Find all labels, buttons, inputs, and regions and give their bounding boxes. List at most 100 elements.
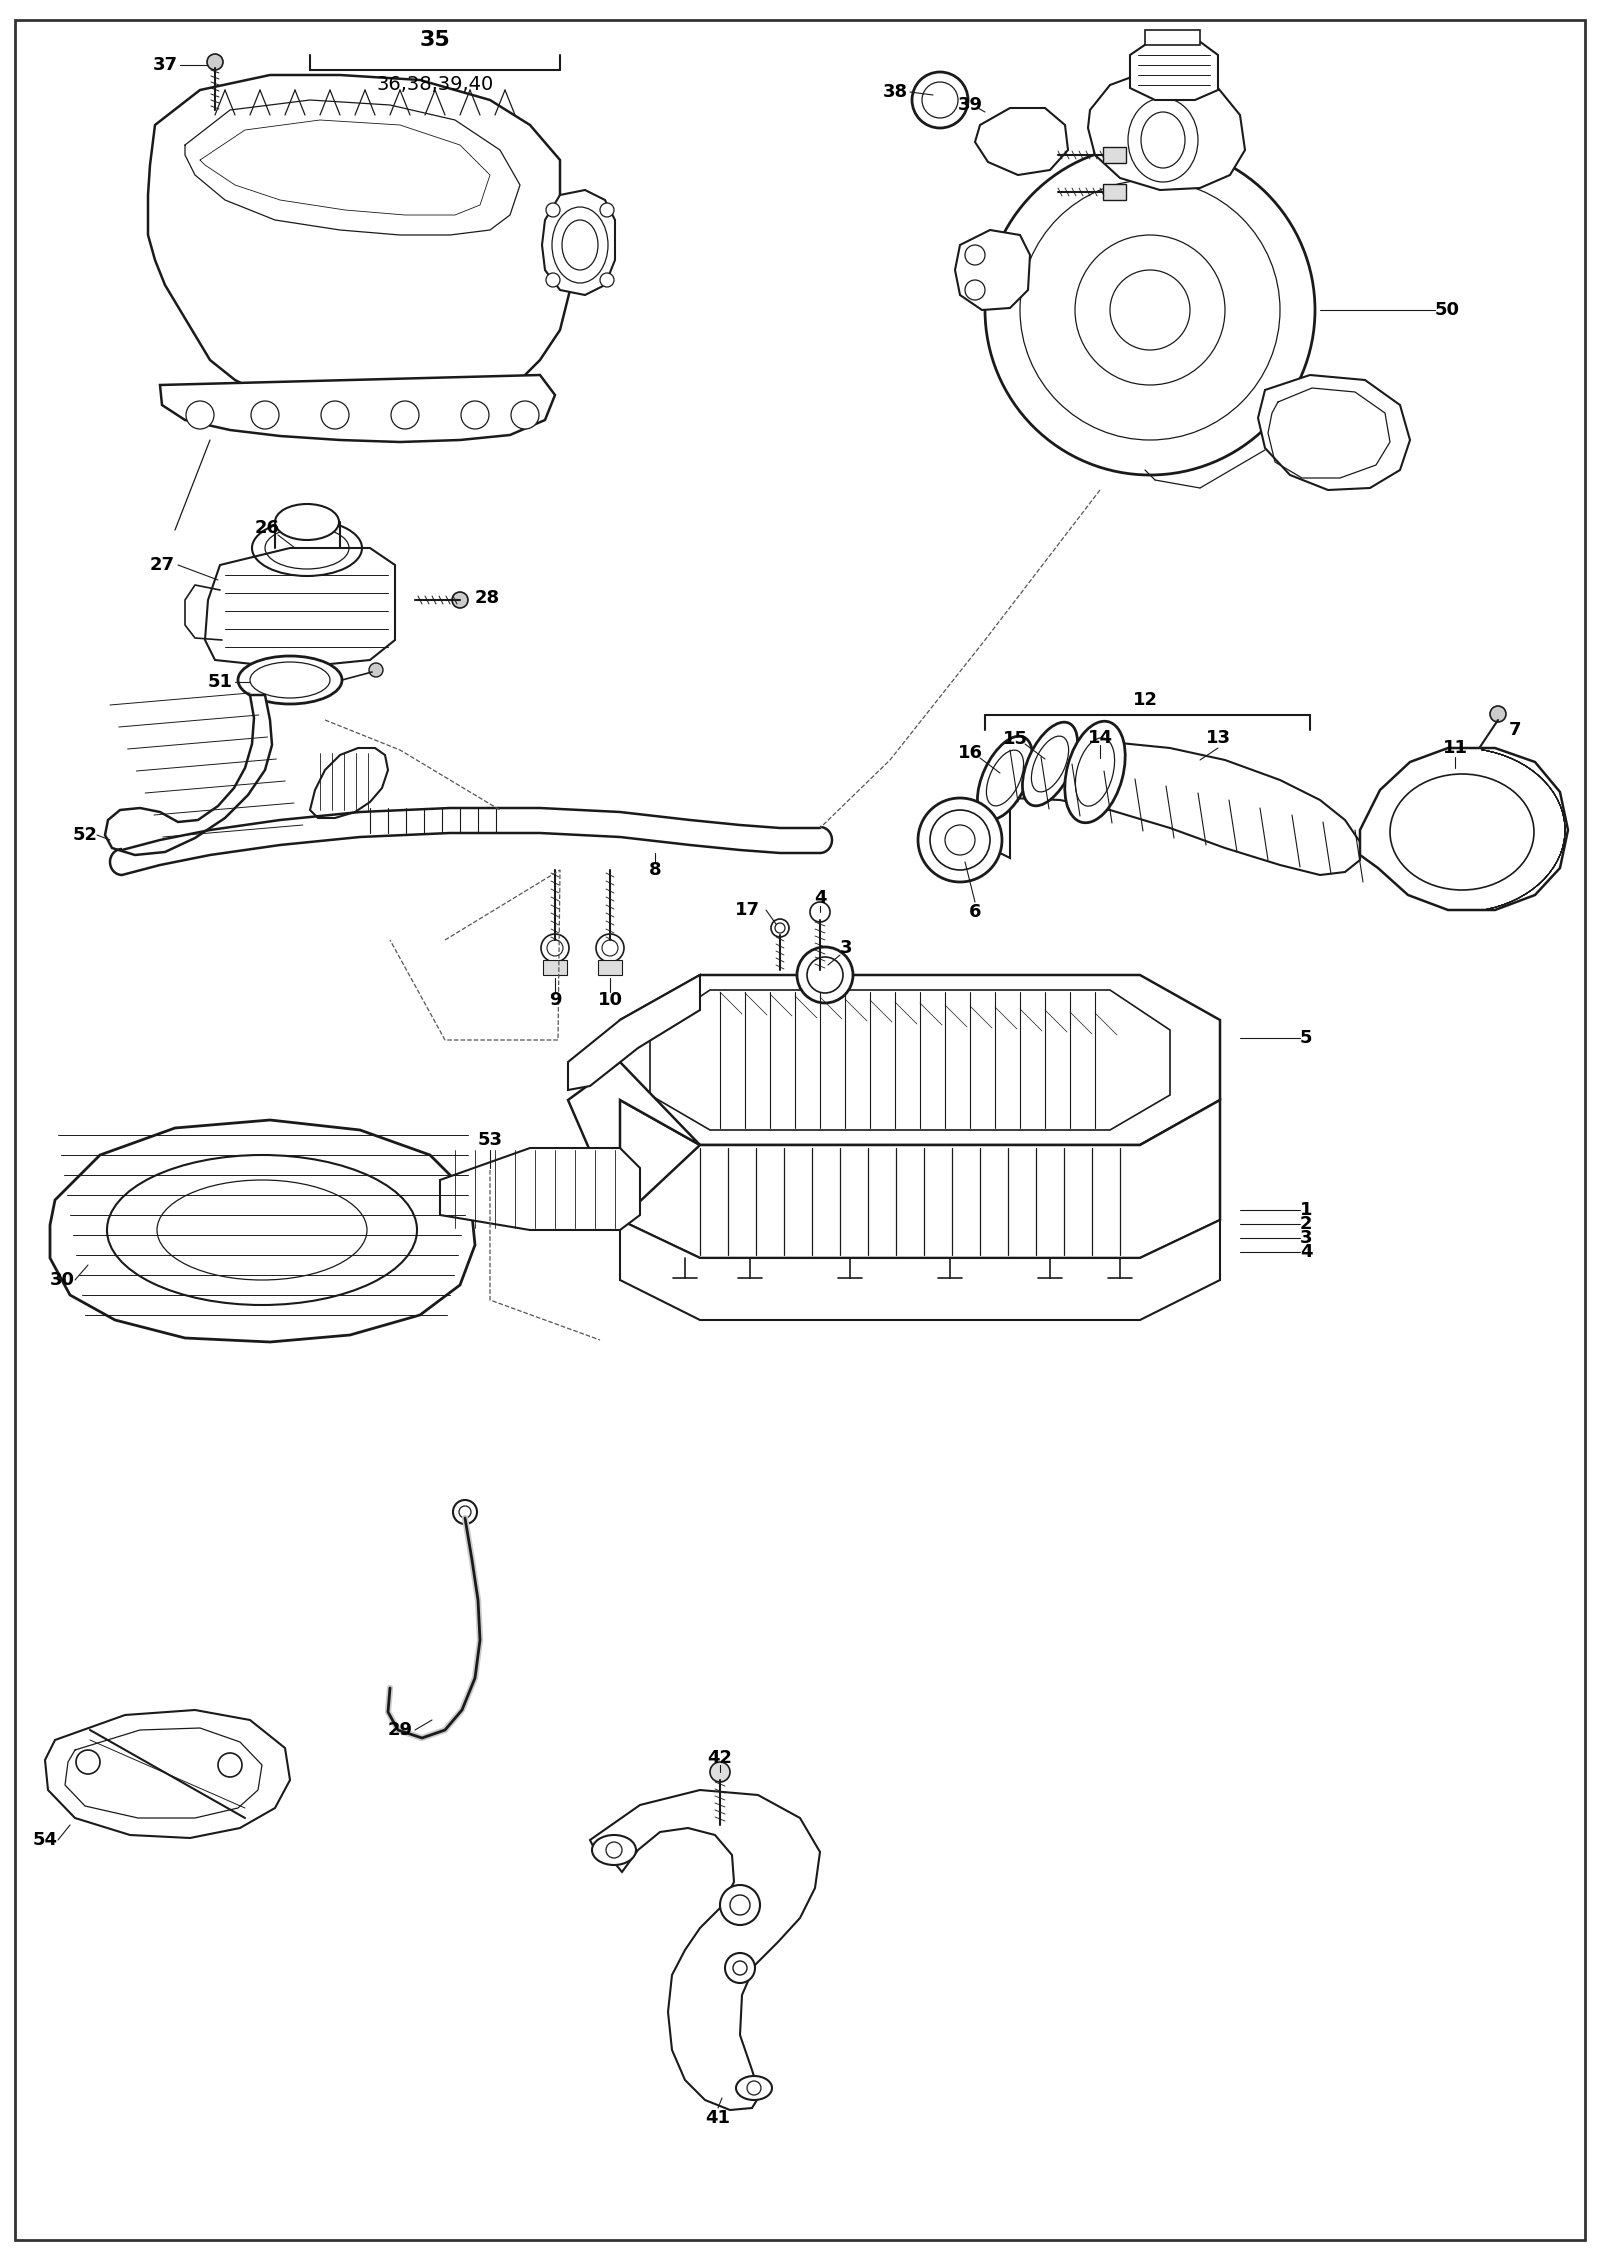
Polygon shape (621, 1220, 1221, 1319)
Text: 53: 53 (477, 1132, 502, 1150)
Polygon shape (1130, 38, 1218, 99)
Polygon shape (310, 749, 387, 819)
Ellipse shape (736, 2077, 771, 2099)
Text: 1: 1 (1299, 1202, 1312, 1220)
Text: 50: 50 (1435, 300, 1459, 318)
Text: 15: 15 (1003, 731, 1027, 749)
Circle shape (600, 273, 614, 286)
Circle shape (322, 401, 349, 428)
Circle shape (771, 920, 789, 938)
Text: 42: 42 (707, 1750, 733, 1768)
Ellipse shape (107, 1155, 418, 1306)
Polygon shape (955, 230, 1030, 309)
Text: 5: 5 (1299, 1028, 1312, 1046)
Text: 52: 52 (72, 825, 98, 843)
Polygon shape (50, 1121, 475, 1342)
Circle shape (595, 934, 624, 963)
Circle shape (912, 72, 968, 129)
Polygon shape (1102, 147, 1126, 162)
Ellipse shape (238, 656, 342, 704)
Polygon shape (1360, 749, 1568, 911)
Polygon shape (974, 108, 1069, 176)
Text: 8: 8 (648, 861, 661, 879)
Circle shape (251, 401, 278, 428)
Text: 16: 16 (957, 744, 982, 762)
Circle shape (546, 203, 560, 216)
Circle shape (453, 593, 467, 609)
Polygon shape (1258, 374, 1410, 489)
Text: 36,38,39,40: 36,38,39,40 (376, 74, 494, 95)
Circle shape (797, 947, 853, 1003)
Text: 35: 35 (419, 29, 450, 50)
Text: 29: 29 (387, 1721, 413, 1739)
Text: 13: 13 (1205, 728, 1230, 746)
Polygon shape (986, 742, 1360, 875)
Circle shape (725, 1953, 755, 1982)
Text: 12: 12 (1133, 690, 1157, 708)
Circle shape (1490, 706, 1506, 722)
Text: 7: 7 (1509, 722, 1522, 740)
Text: 27: 27 (149, 557, 174, 575)
Polygon shape (568, 974, 701, 1089)
Circle shape (541, 934, 570, 963)
Text: 4: 4 (814, 888, 826, 907)
Circle shape (600, 203, 614, 216)
Polygon shape (160, 374, 555, 442)
Ellipse shape (1022, 722, 1077, 805)
Text: 2: 2 (1299, 1215, 1312, 1233)
Circle shape (918, 798, 1002, 882)
Polygon shape (106, 695, 272, 855)
Circle shape (720, 1885, 760, 1926)
Text: 26: 26 (254, 519, 280, 537)
Text: 3: 3 (840, 938, 853, 956)
Polygon shape (1088, 72, 1245, 189)
Circle shape (546, 273, 560, 286)
Polygon shape (621, 974, 1221, 1146)
Ellipse shape (1064, 722, 1125, 823)
Circle shape (710, 1761, 730, 1781)
Circle shape (186, 401, 214, 428)
Text: 14: 14 (1088, 728, 1112, 746)
Polygon shape (590, 1790, 819, 2111)
Polygon shape (598, 961, 622, 974)
Polygon shape (440, 1148, 640, 1229)
Text: 3: 3 (1299, 1229, 1312, 1247)
Text: 38: 38 (883, 83, 907, 101)
Text: 37: 37 (152, 56, 178, 74)
Text: 9: 9 (549, 990, 562, 1008)
Text: 10: 10 (597, 990, 622, 1008)
Polygon shape (1102, 185, 1126, 201)
Circle shape (77, 1750, 99, 1775)
Text: 41: 41 (706, 2108, 731, 2126)
Text: 54: 54 (32, 1831, 58, 1849)
Circle shape (986, 144, 1315, 476)
Polygon shape (542, 189, 614, 295)
Ellipse shape (978, 735, 1032, 821)
Circle shape (965, 246, 986, 266)
Polygon shape (1146, 29, 1200, 45)
Polygon shape (147, 74, 570, 419)
Text: 6: 6 (968, 902, 981, 920)
Text: 28: 28 (475, 589, 501, 607)
Ellipse shape (592, 1836, 637, 1865)
Polygon shape (568, 1062, 1221, 1258)
Polygon shape (650, 990, 1170, 1130)
Circle shape (510, 401, 539, 428)
Text: 17: 17 (734, 902, 760, 920)
Ellipse shape (275, 505, 339, 539)
Circle shape (461, 401, 490, 428)
Polygon shape (45, 1709, 290, 1838)
Circle shape (810, 902, 830, 922)
Text: 39: 39 (957, 97, 982, 115)
Polygon shape (205, 548, 395, 667)
Circle shape (453, 1500, 477, 1524)
Circle shape (965, 280, 986, 300)
Text: 4: 4 (1299, 1243, 1312, 1261)
Circle shape (218, 1752, 242, 1777)
Text: 11: 11 (1443, 740, 1467, 758)
Polygon shape (542, 961, 566, 974)
Circle shape (370, 663, 382, 676)
Text: 51: 51 (208, 672, 232, 690)
Circle shape (206, 54, 222, 70)
Text: 30: 30 (50, 1272, 75, 1290)
